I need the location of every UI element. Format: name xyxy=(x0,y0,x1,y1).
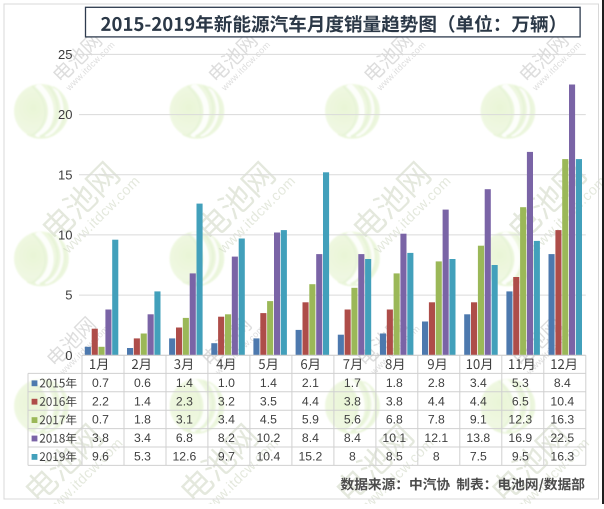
svg-text:0.6: 0.6 xyxy=(134,376,151,390)
svg-text:5.6: 5.6 xyxy=(344,413,361,427)
svg-text:1.8: 1.8 xyxy=(386,376,403,390)
svg-text:3.2: 3.2 xyxy=(218,394,235,408)
svg-text:9.5: 9.5 xyxy=(512,450,529,464)
svg-text:15: 15 xyxy=(58,167,72,182)
svg-text:9.6: 9.6 xyxy=(92,450,109,464)
svg-text:8.4: 8.4 xyxy=(554,376,571,390)
svg-text:5.3: 5.3 xyxy=(512,376,529,390)
svg-text:20: 20 xyxy=(58,107,72,122)
svg-text:8: 8 xyxy=(349,450,356,464)
svg-text:8.2: 8.2 xyxy=(218,431,235,445)
svg-text:3.5: 3.5 xyxy=(260,394,277,408)
svg-text:9.1: 9.1 xyxy=(470,413,487,427)
svg-text:4.4: 4.4 xyxy=(428,394,445,408)
svg-text:8.4: 8.4 xyxy=(302,431,319,445)
svg-text:1.0: 1.0 xyxy=(218,376,235,390)
svg-text:4.4: 4.4 xyxy=(302,394,319,408)
svg-text:3.4: 3.4 xyxy=(218,413,235,427)
svg-text:5: 5 xyxy=(65,288,72,303)
svg-text:4.5: 4.5 xyxy=(260,413,277,427)
svg-text:2.8: 2.8 xyxy=(428,376,445,390)
svg-text:2.2: 2.2 xyxy=(92,394,109,408)
svg-text:10.1: 10.1 xyxy=(382,431,406,445)
svg-text:15.2: 15.2 xyxy=(299,450,323,464)
svg-text:3.4: 3.4 xyxy=(470,376,487,390)
svg-text:6.8: 6.8 xyxy=(386,413,403,427)
svg-text:1.4: 1.4 xyxy=(260,376,277,390)
svg-text:10.2: 10.2 xyxy=(257,431,281,445)
svg-text:16.3: 16.3 xyxy=(550,450,574,464)
svg-text:8: 8 xyxy=(433,450,440,464)
svg-text:6.8: 6.8 xyxy=(176,431,193,445)
svg-text:3.8: 3.8 xyxy=(344,394,361,408)
svg-text:7.8: 7.8 xyxy=(428,413,445,427)
svg-text:3.1: 3.1 xyxy=(176,413,193,427)
svg-text:7.5: 7.5 xyxy=(470,450,487,464)
svg-text:3.8: 3.8 xyxy=(92,431,109,445)
svg-text:1.8: 1.8 xyxy=(134,413,151,427)
svg-text:12.6: 12.6 xyxy=(173,450,197,464)
svg-text:3.4: 3.4 xyxy=(134,431,151,445)
svg-text:16.3: 16.3 xyxy=(550,413,574,427)
svg-text:12.1: 12.1 xyxy=(424,431,448,445)
svg-text:22.5: 22.5 xyxy=(550,431,574,445)
svg-text:8.4: 8.4 xyxy=(344,431,361,445)
svg-text:6.5: 6.5 xyxy=(512,394,529,408)
svg-text:1.4: 1.4 xyxy=(134,394,151,408)
svg-text:10: 10 xyxy=(58,228,72,243)
svg-text:9.7: 9.7 xyxy=(218,450,235,464)
svg-text:16.9: 16.9 xyxy=(508,431,532,445)
svg-text:0.7: 0.7 xyxy=(92,376,109,390)
svg-text:10.4: 10.4 xyxy=(550,394,574,408)
svg-text:3.8: 3.8 xyxy=(386,394,403,408)
svg-text:1.7: 1.7 xyxy=(344,376,361,390)
svg-text:10.4: 10.4 xyxy=(257,450,281,464)
svg-text:0.7: 0.7 xyxy=(92,413,109,427)
svg-text:2.3: 2.3 xyxy=(176,394,193,408)
svg-text:8.5: 8.5 xyxy=(386,450,403,464)
svg-text:5.3: 5.3 xyxy=(134,450,151,464)
svg-text:25: 25 xyxy=(58,47,72,62)
svg-text:1.4: 1.4 xyxy=(176,376,193,390)
svg-text:0: 0 xyxy=(65,348,72,363)
svg-text:13.8: 13.8 xyxy=(466,431,490,445)
svg-text:12.3: 12.3 xyxy=(508,413,532,427)
svg-text:5.9: 5.9 xyxy=(302,413,319,427)
svg-text:4.4: 4.4 xyxy=(470,394,487,408)
svg-text:2.1: 2.1 xyxy=(302,376,319,390)
